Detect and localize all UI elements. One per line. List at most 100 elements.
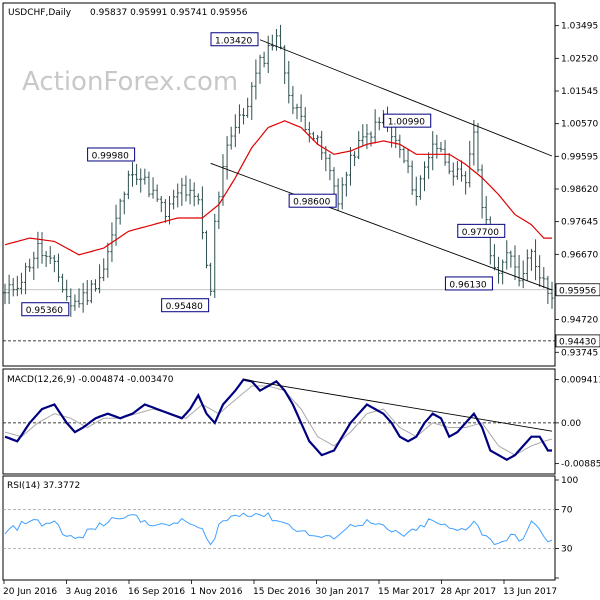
price-bar <box>283 45 287 85</box>
channel-trendline <box>259 39 553 157</box>
price-bar <box>505 240 509 270</box>
price-bar <box>447 153 451 175</box>
price-bar <box>431 131 435 171</box>
price-bar <box>3 283 7 305</box>
price-annotation: 0.96130 <box>444 276 493 291</box>
price-bar <box>291 86 295 115</box>
price-bar <box>159 195 163 213</box>
price-bar <box>151 177 155 199</box>
y-tick-label: 1.00570 <box>561 120 598 130</box>
price-bar <box>525 249 529 281</box>
price-bar <box>406 148 410 174</box>
price-bar <box>455 161 460 180</box>
price-bar <box>254 59 258 100</box>
price-bar <box>23 262 28 295</box>
annotation-box <box>161 298 210 313</box>
price-bar <box>340 177 344 210</box>
price-bar <box>533 239 538 281</box>
price-bar <box>262 51 266 68</box>
annotation-label: 1.00990 <box>388 118 425 128</box>
price-bar <box>81 282 85 313</box>
x-tick-label: 13 Jun 2017 <box>503 587 557 597</box>
price-bar <box>139 168 143 193</box>
price-bar <box>480 164 484 219</box>
price-bar <box>250 81 254 121</box>
price-bar <box>398 134 402 158</box>
price-bar <box>229 126 233 150</box>
annotation-box <box>210 32 259 47</box>
price-bar <box>60 273 65 293</box>
price-bar <box>278 24 283 50</box>
y-tick-label: 0.97645 <box>561 218 598 228</box>
price-bar <box>180 177 184 206</box>
rsi-line <box>4 512 553 546</box>
price-bar <box>427 152 431 179</box>
price-bar <box>332 167 336 197</box>
rsi-panel-frame <box>2 475 556 581</box>
price-bar <box>299 94 303 123</box>
price-bar <box>135 163 139 185</box>
support-label: 0.94430 <box>559 337 596 347</box>
x-tick-label: 3 Aug 2016 <box>66 587 118 597</box>
price-bar <box>295 103 299 120</box>
price-bar <box>19 272 24 295</box>
price-bar <box>464 171 468 195</box>
macd-panel-frame <box>2 368 556 475</box>
y-tick-label: 0.98620 <box>561 185 598 195</box>
support-tag <box>555 334 600 348</box>
price-annotation: 1.03420 <box>210 32 259 47</box>
macd-trendline <box>243 379 553 432</box>
price-bar <box>36 231 40 269</box>
annotation-box <box>457 223 506 238</box>
price-bar <box>287 61 291 104</box>
rsi-y-tick-label: 100 <box>561 476 578 486</box>
channel-trendline <box>210 162 553 291</box>
annotation-label: 0.97700 <box>462 228 499 238</box>
price-bar <box>163 199 167 223</box>
price-bar <box>28 258 32 272</box>
price-layer: 1.03420 0.99980 0.98600 1.00990 0.97700 0.961… <box>3 24 555 342</box>
price-annotation: 0.95360 <box>21 302 70 317</box>
price-bar <box>472 119 476 166</box>
price-bar <box>69 288 73 317</box>
price-bar <box>542 267 546 289</box>
price-bar <box>402 146 406 164</box>
price-bar <box>509 250 513 268</box>
price-bar <box>418 175 422 200</box>
price-bar <box>89 279 93 304</box>
price-bar <box>225 136 229 180</box>
price-bar <box>320 130 324 160</box>
macd-line <box>4 378 552 461</box>
price-annotation: 1.00990 <box>383 113 432 128</box>
price-bar <box>122 191 126 215</box>
axes-layer: 1.03495 1.02520 1.01545 1.00570 0.99595 0.986… <box>3 22 600 597</box>
price-bar <box>130 161 135 187</box>
price-bar <box>188 178 192 205</box>
rsi-y-tick-label: 70 <box>561 505 573 515</box>
price-bar <box>538 255 542 287</box>
y-tick-label: 1.01545 <box>561 87 598 97</box>
annotation-label: 0.95480 <box>166 302 203 312</box>
price-bar <box>204 230 209 269</box>
price-bar <box>213 213 217 299</box>
price-bar <box>15 275 19 297</box>
price-bar <box>529 248 534 271</box>
annotation-label: 0.99980 <box>92 151 129 161</box>
x-tick-label: 1 Nov 2016 <box>191 587 243 597</box>
price-bar <box>246 97 250 118</box>
x-tick-label: 20 Jun 2016 <box>3 587 57 597</box>
last-price-label: 0.95956 <box>559 286 596 296</box>
price-bar <box>410 160 414 196</box>
price-bar <box>307 121 311 143</box>
price-annotation: 0.95480 <box>161 298 210 313</box>
price-bar <box>217 191 221 230</box>
price-bar <box>118 198 122 225</box>
price-bar <box>7 274 11 305</box>
annotation-box <box>288 193 337 208</box>
price-bar <box>336 178 340 211</box>
price-annotation: 0.99980 <box>87 147 136 162</box>
y-tick-label: 1.02520 <box>561 54 598 64</box>
annotation-label: 0.98600 <box>293 198 330 208</box>
annotation-label: 1.03420 <box>215 36 252 46</box>
annotation-box <box>383 113 432 128</box>
